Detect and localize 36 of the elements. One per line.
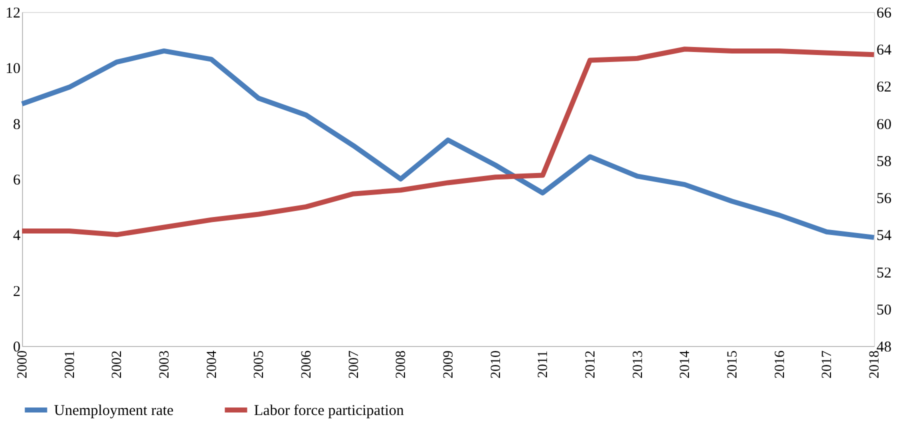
y2-tick-label: 60 — [876, 116, 892, 133]
x-tick-label: 2008 — [394, 350, 410, 378]
x-tick-label: 2013 — [630, 350, 646, 378]
x-tick-label: 2006 — [300, 350, 314, 378]
x-tick-label: 2001 — [62, 350, 78, 378]
y2-tick-label: 54 — [876, 228, 892, 244]
y-tick-label: 6 — [13, 172, 21, 188]
x-tick-label: 2018 — [868, 350, 882, 378]
y-tick-label: 2 — [13, 284, 20, 300]
x-tick-label: 2007 — [346, 350, 362, 378]
x-tick-label: 2005 — [252, 350, 268, 378]
x-tick-label: 2011 — [536, 350, 552, 378]
y2-tick-label: 66 — [876, 6, 892, 22]
legend-label: Labor force participation — [254, 403, 404, 419]
x-tick-label: 2012 — [584, 350, 598, 378]
y-tick-label: 10 — [6, 61, 20, 78]
x-tick-label: 2015 — [726, 350, 740, 378]
x-tick-label: 2014 — [678, 350, 694, 378]
y2-tick-label: 56 — [876, 191, 892, 208]
y2-tick-label: 62 — [876, 80, 892, 96]
x-tick-label: 2016 — [772, 350, 788, 378]
x-tick-label: 2010 — [488, 350, 504, 378]
x-tick-label: 2002 — [110, 350, 126, 378]
x-tick-label: 2000 — [16, 350, 30, 378]
x-tick-label: 2003 — [158, 350, 172, 378]
y2-tick-label: 58 — [876, 154, 892, 170]
x-tick-label: 2009 — [442, 350, 456, 378]
legend-label: Unemployment rate — [54, 403, 174, 419]
y-tick-label: 12 — [6, 6, 20, 22]
y2-tick-label: 52 — [876, 265, 892, 282]
y-tick-label: 8 — [13, 116, 20, 133]
x-tick-label: 2004 — [204, 350, 220, 378]
y2-tick-label: 64 — [876, 42, 892, 59]
y-tick-label: 4 — [13, 228, 21, 244]
x-tick-label: 2017 — [820, 350, 836, 378]
y2-tick-label: 50 — [876, 302, 892, 318]
